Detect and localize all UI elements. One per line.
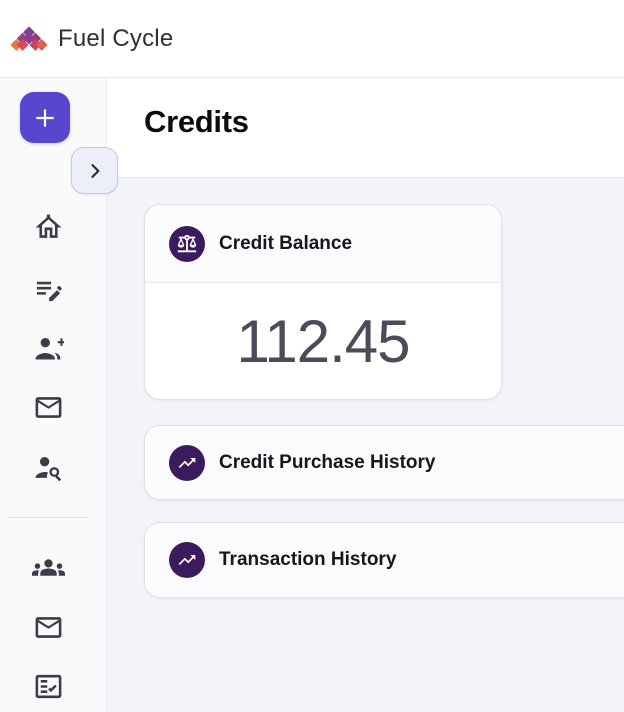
fuel-cycle-logo-icon — [10, 25, 48, 51]
trending-up-icon-badge — [169, 444, 205, 481]
brand-name: Fuel Cycle — [58, 24, 174, 52]
sidebar — [0, 78, 118, 712]
credit-balance-card-header: Credit Balance — [145, 205, 501, 283]
sidebar-item-add-member[interactable] — [30, 330, 66, 366]
checklist-icon — [35, 674, 61, 698]
page-header: Credits — [107, 78, 624, 178]
balance-icon-badge — [169, 225, 205, 262]
trending-up-icon-badge — [169, 542, 205, 578]
plus-icon — [36, 108, 54, 127]
sidebar-item-messages[interactable] — [30, 389, 66, 425]
balance-scale-icon — [177, 234, 197, 252]
edit-list-icon — [36, 281, 62, 301]
trending-up-icon — [178, 457, 196, 468]
mail-icon — [35, 396, 61, 418]
credit-balance-value: 112.45 — [236, 307, 410, 375]
sidebar-item-tasks[interactable] — [30, 668, 66, 704]
transaction-history-card[interactable]: Transaction History — [144, 522, 624, 598]
person-add-icon — [35, 337, 64, 359]
home-icon — [35, 214, 61, 238]
content-area: Credit Balance 112.45 Credit Purchase Hi… — [107, 179, 624, 712]
mail-icon — [35, 616, 61, 638]
main-content: Credits Credit Balance 112.45 — [107, 78, 624, 712]
sidebar-item-mail[interactable] — [30, 609, 66, 645]
brand-logo: Fuel Cycle — [10, 25, 173, 53]
card-title: Credit Purchase History — [219, 451, 436, 473]
chevron-right-icon — [90, 163, 99, 178]
sidebar-divider — [8, 517, 88, 518]
person-search-icon — [35, 456, 61, 481]
sidebar-item-member-search[interactable] — [30, 449, 66, 485]
sidebar-item-surveys[interactable] — [30, 271, 66, 307]
add-button[interactable] — [20, 92, 70, 143]
sidebar-item-community[interactable] — [30, 549, 66, 585]
sidebar-expand-button[interactable] — [71, 147, 118, 194]
credit-purchase-history-card[interactable]: Credit Purchase History — [144, 425, 624, 500]
credit-balance-card-body: 112.45 — [145, 283, 501, 399]
top-header: Fuel Cycle — [0, 0, 624, 78]
sidebar-item-home[interactable] — [30, 209, 66, 245]
credit-balance-card: Credit Balance 112.45 — [144, 204, 502, 400]
trending-up-icon — [178, 555, 196, 565]
card-title: Credit Balance — [219, 232, 353, 254]
page-title: Credits — [144, 104, 249, 139]
card-title: Transaction History — [219, 549, 397, 570]
groups-icon — [31, 558, 65, 576]
